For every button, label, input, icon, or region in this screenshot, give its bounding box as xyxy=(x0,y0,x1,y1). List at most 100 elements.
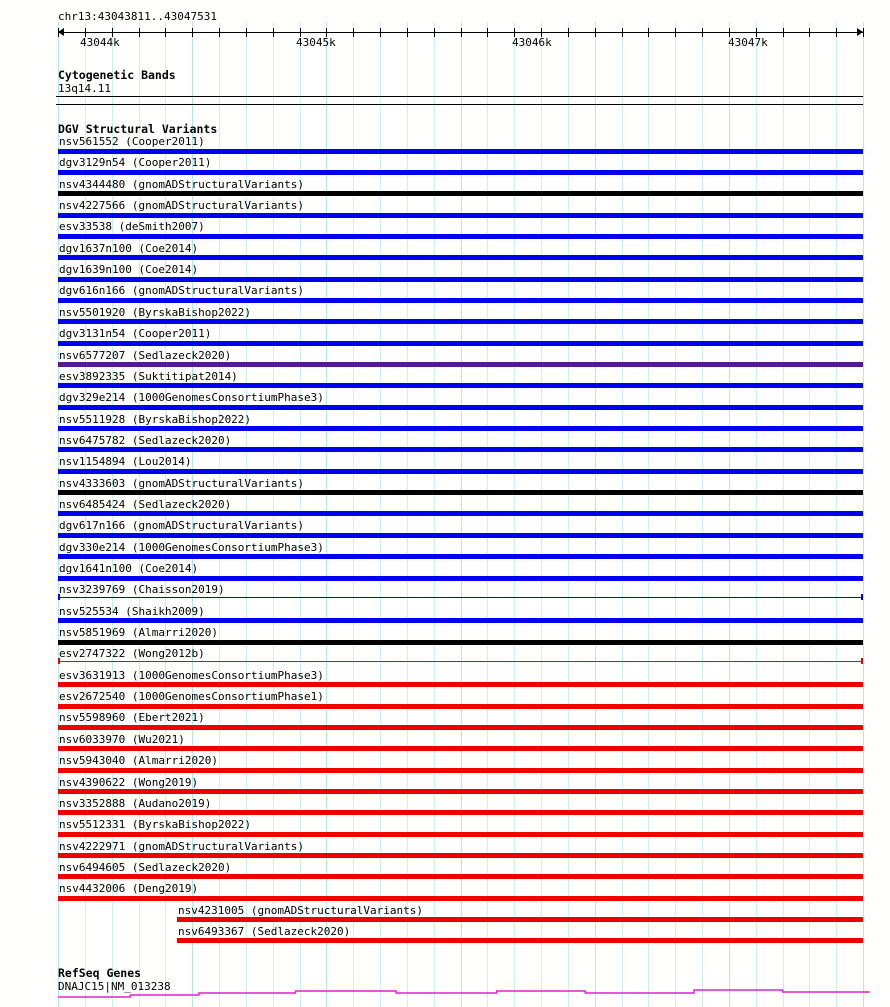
ruler-tick xyxy=(702,28,703,37)
ruler-tick xyxy=(783,28,784,37)
variant-label[interactable]: dgv616n166 (gnomADStructuralVariants) xyxy=(59,284,305,297)
variant-label[interactable]: nsv6485424 (Sedlazeck2020) xyxy=(59,498,232,511)
variant-bar[interactable] xyxy=(58,746,863,751)
variant-label[interactable]: nsv3352888 (Audano2019) xyxy=(59,797,212,810)
variant-bar[interactable] xyxy=(58,704,863,709)
variant-label[interactable]: esv3892335 (Suktitipat2014) xyxy=(59,370,238,383)
variant-bar[interactable] xyxy=(58,832,863,837)
ruler-tick xyxy=(863,28,864,37)
variant-label[interactable]: nsv5851969 (Almarri2020) xyxy=(59,626,218,639)
variant-bar[interactable] xyxy=(177,938,863,943)
variant-bar[interactable] xyxy=(58,469,863,474)
variant-label[interactable]: nsv6033970 (Wu2021) xyxy=(59,733,185,746)
variant-bar[interactable] xyxy=(58,576,863,581)
variant-label[interactable]: nsv6475782 (Sedlazeck2020) xyxy=(59,434,232,447)
variant-bar[interactable] xyxy=(58,533,863,538)
variant-bar[interactable] xyxy=(58,511,863,516)
variant-label[interactable]: dgv329e214 (1000GenomesConsortiumPhase3) xyxy=(59,391,324,404)
variant-label[interactable]: dgv3129n54 (Cooper2011) xyxy=(59,156,212,169)
variant-label[interactable]: nsv4231005 (gnomADStructuralVariants) xyxy=(178,904,424,917)
right-arrow-icon xyxy=(857,28,863,36)
ruler-tick xyxy=(809,28,810,37)
gridline xyxy=(863,22,864,1007)
variant-bar[interactable] xyxy=(58,170,863,175)
variant-label[interactable]: dgv1641n100 (Coe2014) xyxy=(59,562,199,575)
variant-bar[interactable] xyxy=(58,191,863,196)
variant-bar[interactable] xyxy=(58,447,863,452)
variant-label[interactable]: nsv1154894 (Lou2014) xyxy=(59,455,192,468)
variant-start-cap xyxy=(58,594,60,600)
ruler-tick-label: 43047k xyxy=(728,36,768,49)
variant-label[interactable]: dgv617n166 (gnomADStructuralVariants) xyxy=(59,519,305,532)
variant-bar[interactable] xyxy=(58,234,863,239)
variant-bar[interactable] xyxy=(58,597,863,598)
variant-bar[interactable] xyxy=(58,661,863,662)
variant-bar[interactable] xyxy=(58,682,863,687)
variant-bar[interactable] xyxy=(58,896,863,901)
variant-label[interactable]: esv2747322 (Wong2012b) xyxy=(59,647,205,660)
variant-label[interactable]: nsv5512331 (ByrskaBishop2022) xyxy=(59,818,252,831)
variant-bar[interactable] xyxy=(58,490,863,495)
variant-bar[interactable] xyxy=(58,405,863,410)
variant-label[interactable]: nsv5501920 (ByrskaBishop2022) xyxy=(59,306,252,319)
variant-label[interactable]: nsv5598960 (Ebert2021) xyxy=(59,711,205,724)
variant-label[interactable]: nsv4222971 (gnomADStructuralVariants) xyxy=(59,840,305,853)
variant-bar[interactable] xyxy=(58,426,863,431)
cytogenetic-separator-top xyxy=(56,96,863,97)
ruler-tick xyxy=(407,28,408,37)
ruler-tick xyxy=(273,28,274,37)
cytogenetic-band-label: 13q14.11 xyxy=(58,82,111,95)
variant-bar[interactable] xyxy=(58,789,863,794)
variant-label[interactable]: nsv4344480 (gnomADStructuralVariants) xyxy=(59,178,305,191)
variant-bar[interactable] xyxy=(58,277,863,282)
variant-bar[interactable] xyxy=(177,917,863,922)
variant-bar[interactable] xyxy=(58,319,863,324)
variant-bar[interactable] xyxy=(58,383,863,388)
ruler-tick xyxy=(487,28,488,37)
refseq-gene-model[interactable] xyxy=(0,975,890,1007)
variant-label[interactable]: dgv1639n100 (Coe2014) xyxy=(59,263,199,276)
variant-end-cap xyxy=(861,658,863,664)
variant-label[interactable]: dgv330e214 (1000GenomesConsortiumPhase3) xyxy=(59,541,324,554)
variant-label[interactable]: dgv1637n100 (Coe2014) xyxy=(59,242,199,255)
variant-bar[interactable] xyxy=(58,874,863,879)
ruler-tick xyxy=(353,28,354,37)
variant-label[interactable]: dgv3131n54 (Cooper2011) xyxy=(59,327,212,340)
ruler-tick xyxy=(58,28,59,37)
variant-bar[interactable] xyxy=(58,362,863,367)
ruler-tick-label: 43044k xyxy=(80,36,120,49)
ruler-tick xyxy=(622,28,623,37)
variant-label[interactable]: nsv4227566 (gnomADStructuralVariants) xyxy=(59,199,305,212)
variant-bar[interactable] xyxy=(58,768,863,773)
ruler-tick xyxy=(434,28,435,37)
variant-bar[interactable] xyxy=(58,341,863,346)
variant-label[interactable]: nsv6493367 (Sedlazeck2020) xyxy=(178,925,351,938)
variant-bar[interactable] xyxy=(58,618,863,623)
variant-label[interactable]: nsv4390622 (Wong2019) xyxy=(59,776,199,789)
refseq-genes-title: RefSeq Genes xyxy=(58,966,142,980)
variant-bar[interactable] xyxy=(58,255,863,260)
ruler-tick xyxy=(568,28,569,37)
variant-label[interactable]: nsv5511928 (ByrskaBishop2022) xyxy=(59,413,252,426)
variant-label[interactable]: nsv525534 (Shaikh2009) xyxy=(59,605,205,618)
variant-label[interactable]: nsv6494605 (Sedlazeck2020) xyxy=(59,861,232,874)
variant-bar[interactable] xyxy=(58,298,863,303)
variant-label[interactable]: esv3631913 (1000GenomesConsortiumPhase3) xyxy=(59,669,324,682)
variant-label[interactable]: esv2672540 (1000GenomesConsortiumPhase1) xyxy=(59,690,324,703)
variant-label[interactable]: nsv4432006 (Deng2019) xyxy=(59,882,199,895)
variant-label[interactable]: nsv4333603 (gnomADStructuralVariants) xyxy=(59,477,305,490)
variant-bar[interactable] xyxy=(58,725,863,730)
variant-bar[interactable] xyxy=(58,554,863,559)
variant-bar[interactable] xyxy=(58,640,863,645)
ruler-tick xyxy=(219,28,220,37)
variant-bar[interactable] xyxy=(58,853,863,858)
variant-label[interactable]: nsv6577207 (Sedlazeck2020) xyxy=(59,349,232,362)
variant-bar[interactable] xyxy=(58,810,863,815)
variant-label[interactable]: nsv3239769 (Chaisson2019) xyxy=(59,583,225,596)
variant-label[interactable]: nsv5943040 (Almarri2020) xyxy=(59,754,218,767)
variant-bar[interactable] xyxy=(58,149,863,154)
variant-label[interactable]: nsv561552 (Cooper2011) xyxy=(59,135,205,148)
ruler-tick xyxy=(836,28,837,37)
variant-label[interactable]: esv33538 (deSmith2007) xyxy=(59,220,205,233)
variant-bar[interactable] xyxy=(58,213,863,218)
